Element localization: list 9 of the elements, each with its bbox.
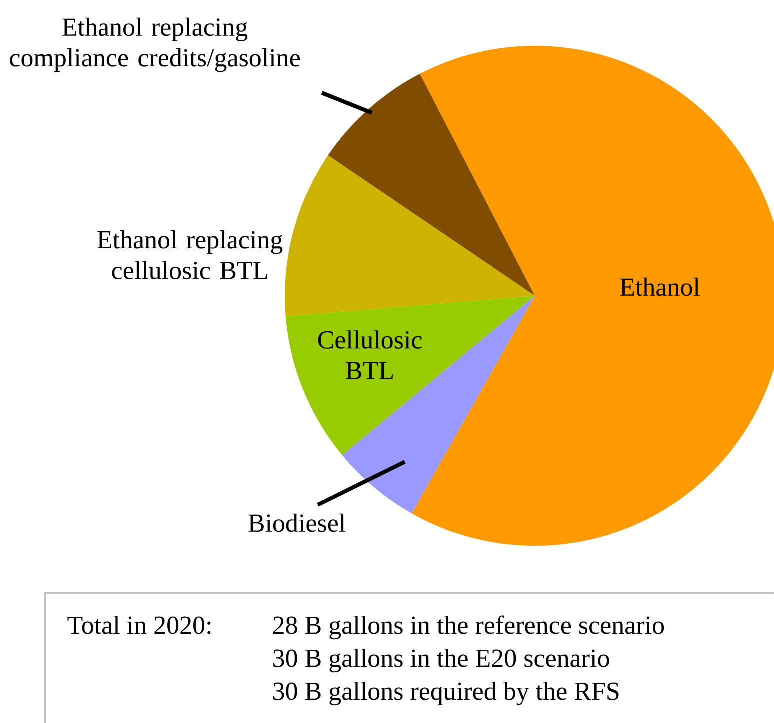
slice-label: Ethanol — [620, 278, 700, 296]
slice-label: Cellulosic BTL — [318, 330, 422, 380]
slice-label: Ethanol replacing cellulosic BTL — [98, 230, 283, 280]
slice-label: Biodiesel — [248, 514, 346, 532]
slice-label: Ethanol replacing compliance credits/gasoline — [10, 18, 300, 72]
text: Total in 2020: — [68, 616, 211, 634]
text: 28 B gallons in the reference scenario — [273, 616, 664, 640]
text: 30 B gallons required by the RFS — [274, 682, 619, 706]
text: 30 B gallons in the E20 scenario — [274, 648, 610, 673]
